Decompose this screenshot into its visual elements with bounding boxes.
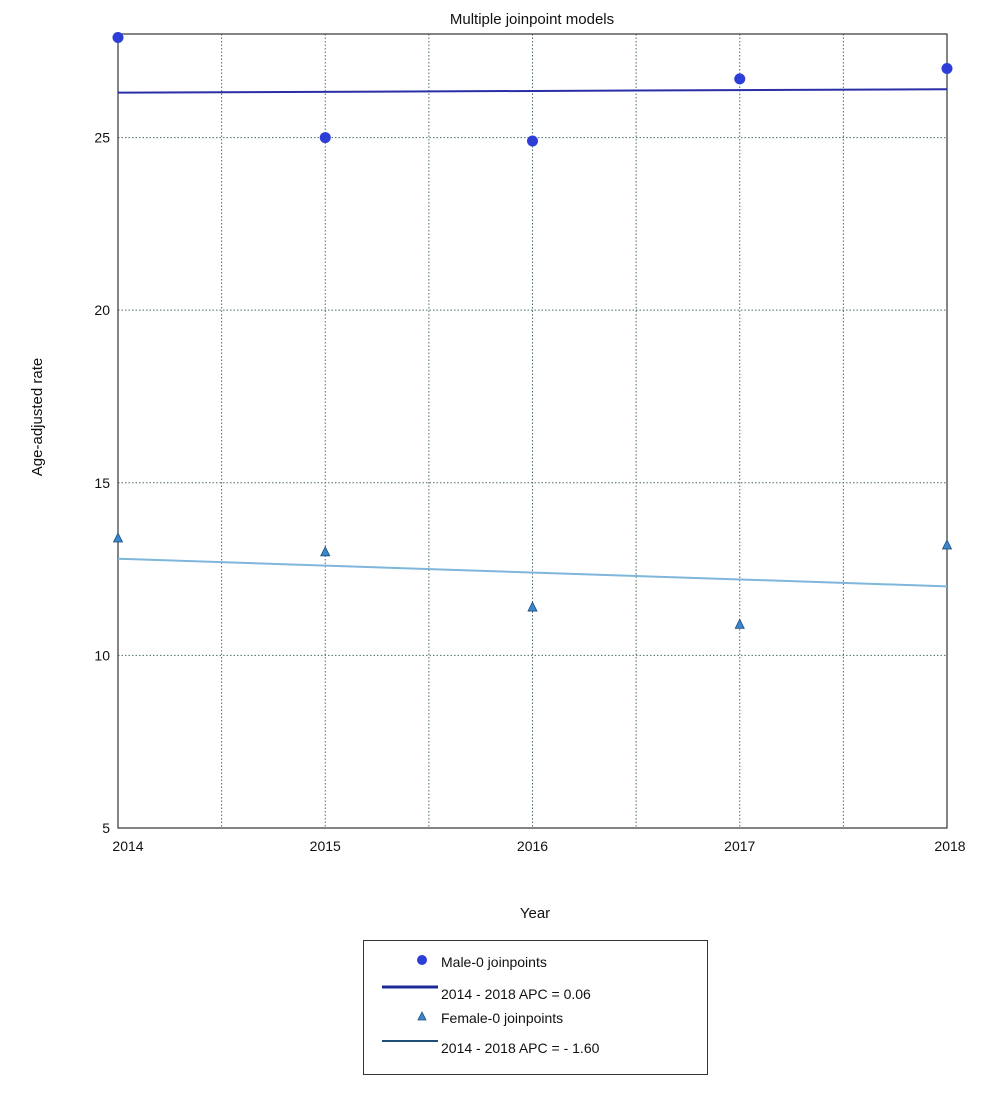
y-tick-label: 25 xyxy=(94,130,110,146)
legend-item-male-points: Male-0 joinpoints xyxy=(364,951,707,973)
trend-line xyxy=(117,88,948,94)
triangle-marker-icon xyxy=(417,1011,427,1021)
y-tick-labels: 5 10 15 20 25 xyxy=(94,130,110,836)
x-axis-label: Year xyxy=(520,905,550,922)
legend: Male-0 joinpoints 2014 - 2018 APC = 0.06… xyxy=(363,940,708,1075)
data-point-male xyxy=(112,31,124,43)
data-point-male xyxy=(319,132,331,144)
y-tick-label: 10 xyxy=(94,647,110,663)
circle-marker-icon xyxy=(417,955,427,965)
data-point-female xyxy=(734,618,745,629)
data-point-male xyxy=(734,73,746,85)
data-point-male xyxy=(941,63,953,75)
x-tick-label: 2018 xyxy=(934,838,965,854)
line-marker-icon xyxy=(382,1040,438,1042)
x-tick-labels: 2014 2015 2016 2017 2018 xyxy=(112,838,965,854)
legend-item-female-points: Female-0 joinpoints xyxy=(364,1007,707,1029)
legend-label: 2014 - 2018 APC = - 1.60 xyxy=(441,1040,600,1056)
legend-label: Female-0 joinpoints xyxy=(441,1010,564,1026)
legend-item-male-trend: 2014 - 2018 APC = 0.06 xyxy=(364,983,707,1005)
y-tick-label: 5 xyxy=(102,820,110,836)
trend-line xyxy=(117,557,948,588)
line-marker-icon xyxy=(382,985,438,989)
series xyxy=(112,31,953,629)
chart-title: Multiple joinpoint models xyxy=(450,11,614,28)
data-point-female xyxy=(320,545,331,557)
data-point-male xyxy=(527,135,538,147)
y-tick-label: 20 xyxy=(94,302,110,318)
x-tick-label: 2016 xyxy=(517,838,548,854)
plot-frame xyxy=(117,33,948,829)
legend-label: 2014 - 2018 APC = 0.06 xyxy=(441,986,591,1002)
grid xyxy=(118,34,947,828)
x-tick-label: 2017 xyxy=(724,838,755,854)
y-axis-label: Age-adjusted rate xyxy=(29,358,46,476)
x-tick-label: 2015 xyxy=(310,838,341,854)
data-point-female xyxy=(941,539,953,550)
x-tick-label: 2014 xyxy=(112,838,143,854)
data-point-female xyxy=(112,532,124,543)
y-tick-label: 15 xyxy=(94,475,110,491)
legend-label: Male-0 joinpoints xyxy=(441,954,547,970)
data-point-female xyxy=(527,601,538,612)
legend-item-female-trend: 2014 - 2018 APC = - 1.60 xyxy=(364,1037,707,1059)
